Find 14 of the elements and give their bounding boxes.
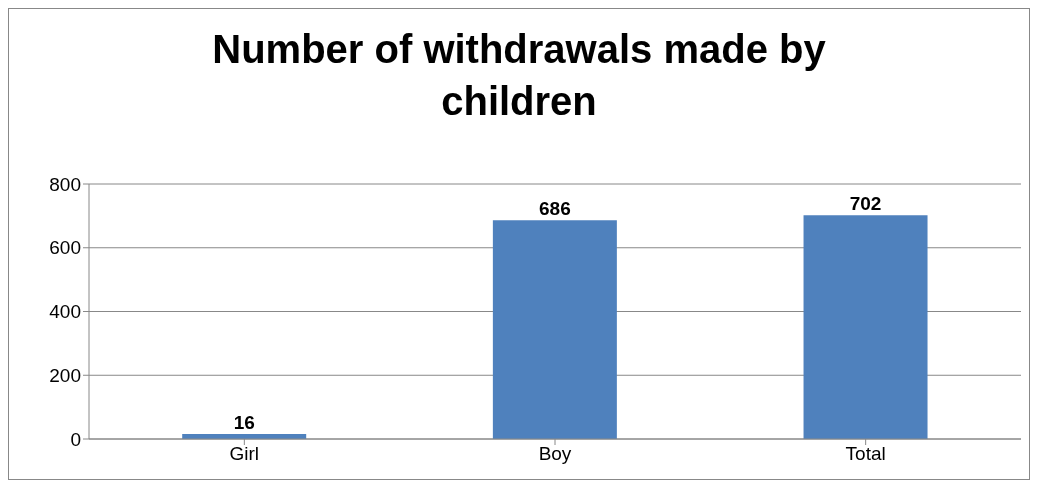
data-label: 702 — [849, 193, 882, 215]
y-tick-label: 200 — [49, 364, 81, 386]
bar — [803, 215, 928, 439]
chart-title: Number of withdrawals made by children — [211, 26, 827, 125]
x-tick-label: Boy — [538, 443, 572, 465]
y-tick-label: 400 — [49, 301, 81, 323]
y-tick-label: 0 — [70, 428, 81, 450]
y-tick-label: 600 — [49, 237, 81, 259]
x-tick-label: Girl — [229, 443, 260, 465]
data-label: 16 — [233, 411, 255, 433]
bar — [492, 220, 617, 439]
x-tick-label: Total — [845, 443, 886, 465]
y-tick-label: 800 — [49, 173, 81, 195]
data-label: 686 — [539, 198, 571, 220]
